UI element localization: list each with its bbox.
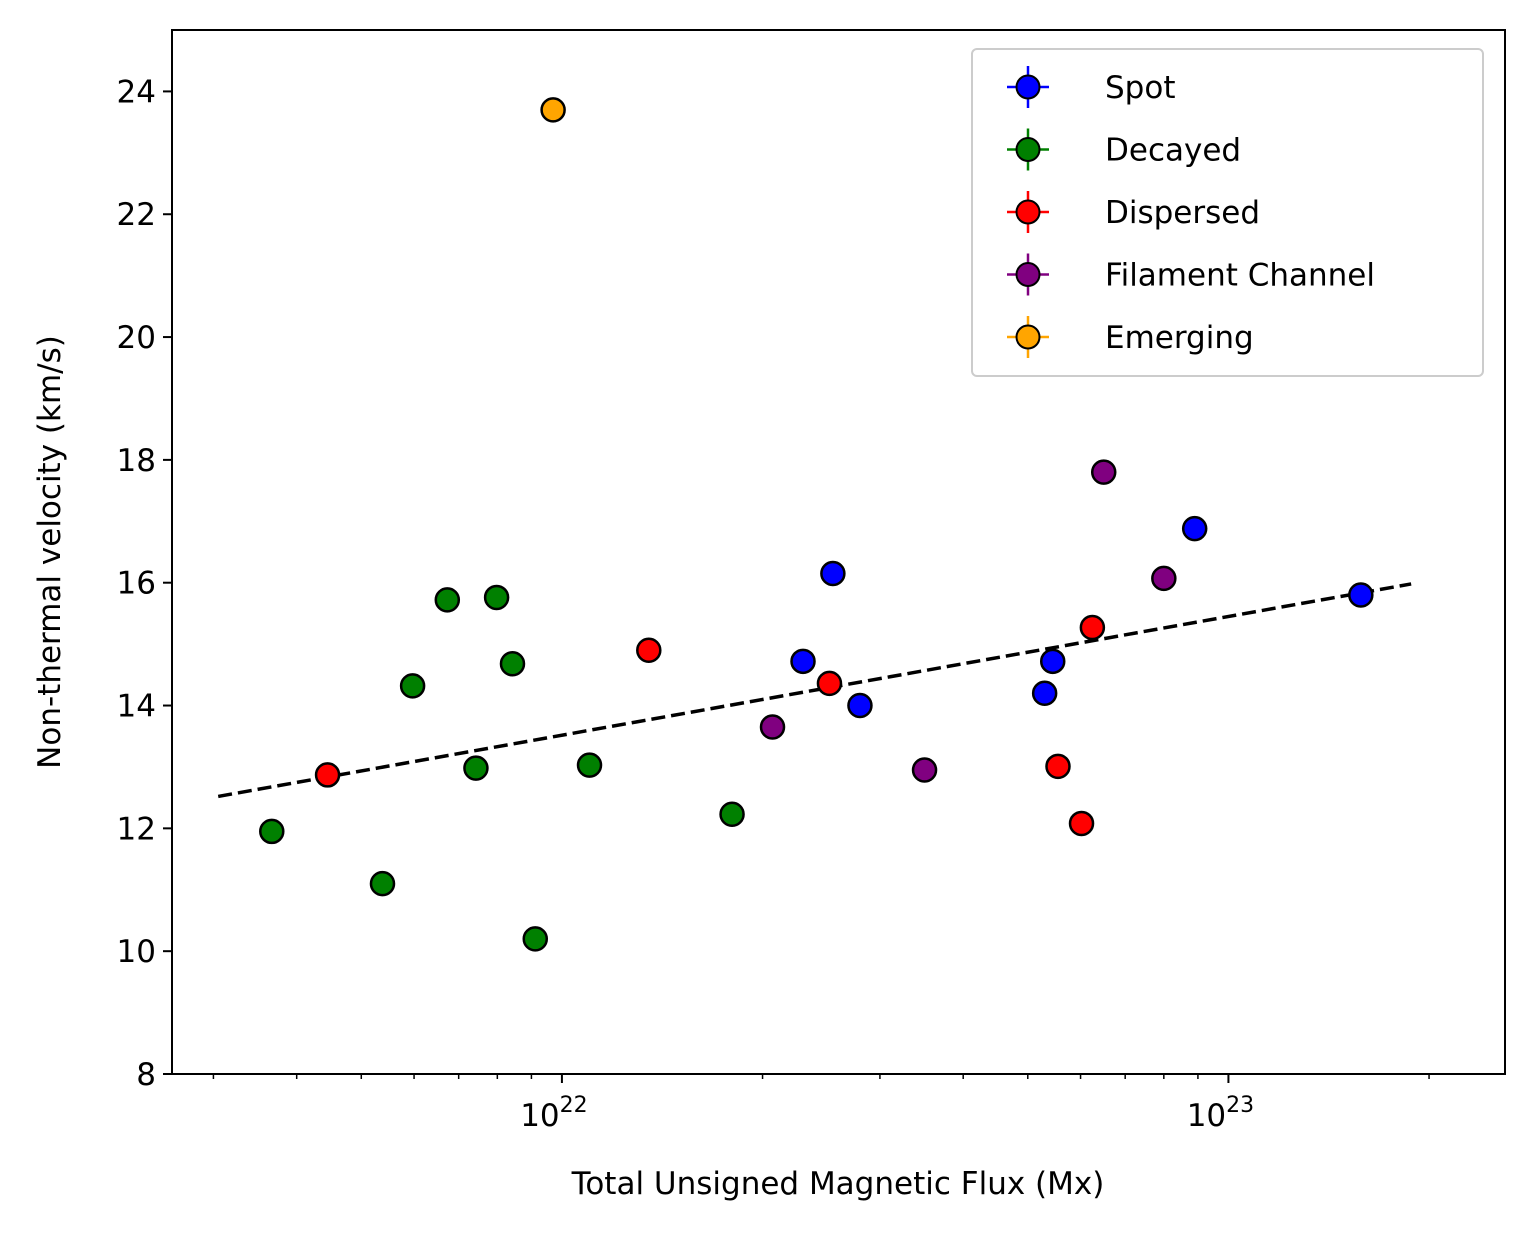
series-decayed [259,584,745,952]
legend-entry-spot: Spot [1007,66,1175,108]
data-point-decayed [576,752,603,778]
legend-box [971,48,1484,377]
data-point-spot [820,560,846,587]
plot-frame [171,29,1506,1075]
legend-label: Filament Channel [1105,258,1375,294]
y-tick-label: 12 [117,811,156,847]
y-tick-label: 14 [117,689,156,725]
legend-marker [1015,199,1041,225]
data-point-dispersed [1079,614,1106,641]
data-point-decayed [259,818,285,845]
series-spot [790,515,1374,719]
data-point-dispersed [1068,810,1095,837]
fit-line-layer [217,582,1412,799]
legend-marker [1015,74,1041,100]
data-point-decayed [522,926,549,952]
data-point-filament-channel [1090,459,1117,485]
data-point-spot [1031,680,1058,706]
data-point-emerging [540,97,566,123]
data-point-decayed [499,651,526,677]
legend-label: Spot [1105,70,1175,106]
data-point-dispersed [314,762,341,788]
y-tick-label: 24 [117,74,156,110]
data-point-spot [1348,582,1374,608]
x-tick-label: 1023 [1187,1093,1254,1134]
data-point-spot [847,692,873,719]
data-point-filament-channel [911,757,938,783]
fit-line [217,582,1412,799]
legend-marker [1015,262,1041,287]
y-tick-label: 10 [117,934,156,970]
x-axis-title: Total Unsigned Magnetic Flux (Mx) [571,1166,1105,1202]
data-point-dispersed [636,637,662,664]
data-point-filament-channel [759,714,786,740]
axis-ticks: 8 10 12 14 16 18 20 22 24 1022 1023 [117,74,1430,1134]
data-points-layer [259,97,1374,952]
y-tick-label: 20 [117,320,156,356]
series-dispersed [314,614,1106,837]
data-point-spot [1181,515,1208,542]
y-tick-label: 22 [117,197,156,233]
data-point-spot [1039,648,1066,675]
legend-entry-filament-channel: Filament Channel [1007,253,1375,296]
data-point-decayed [483,584,510,611]
data-point-decayed [369,870,396,897]
legend-entries: Spot Decayed Dispersed Filament Channel Emer… [1007,66,1375,358]
legend-label: Dispersed [1105,195,1260,231]
y-tick-label: 18 [117,443,156,479]
legend-entry-emerging: Emerging [1007,316,1254,358]
legend-entry-decayed: Decayed [1007,128,1241,171]
legend-marker [1015,137,1041,162]
y-tick-label: 8 [136,1057,156,1093]
data-point-dispersed [1045,753,1071,780]
legend: Spot Decayed Dispersed Filament Channel Emer… [971,48,1484,377]
series-emerging [540,97,566,123]
legend-label: Emerging [1105,320,1254,356]
legend-label: Decayed [1105,133,1241,169]
data-point-filament-channel [1151,565,1177,592]
data-point-decayed [463,755,489,781]
data-point-decayed [399,673,426,699]
data-point-spot [790,648,816,675]
data-point-decayed [434,587,461,613]
legend-entry-dispersed: Dispersed [1007,191,1260,233]
y-tick-label: 16 [117,566,156,602]
data-point-decayed [719,801,745,827]
series-filament-channel [759,459,1177,783]
data-point-dispersed [816,670,843,697]
y-axis-title: Non-thermal velocity (km/s) [32,335,68,769]
legend-marker [1015,324,1041,350]
x-tick-label: 1022 [520,1093,587,1134]
